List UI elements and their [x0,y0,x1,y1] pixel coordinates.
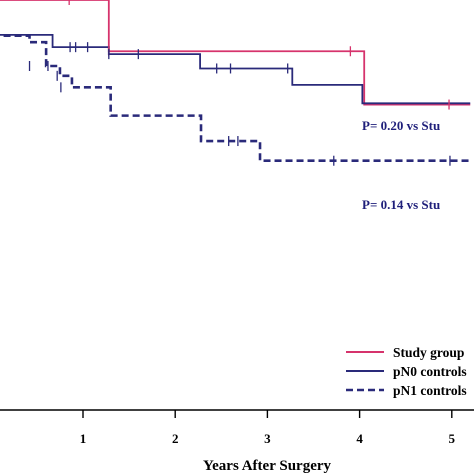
legend-label-pn1-controls: pN1 controls [393,383,467,398]
x-tick-label: 2 [172,431,179,446]
x-tick-label: 1 [80,431,87,446]
annotation-p-value-pn0: P= 0.20 vs Stu [362,118,440,133]
series-line-study-group [0,0,471,106]
x-axis-label: Years After Surgery [203,458,332,474]
x-tick-label: 5 [449,431,456,446]
x-tick-label: 4 [356,431,363,446]
censor-marks-layer [28,0,451,166]
legend-label-study-group: Study group [393,345,464,360]
series-line-pn1-controls [0,34,471,163]
x-tick-label: 3 [264,431,271,446]
annotation-p-value-pn1: P= 0.14 vs Stu [362,197,440,212]
legend-label-pn0-controls: pN0 controls [393,364,467,379]
legend: Study group pN0 controls pN1 controls [346,345,467,398]
x-tick-layer: 1 2 3 4 5 [80,410,456,446]
series-line-pn0-controls [0,33,471,105]
series-layer [0,0,471,163]
